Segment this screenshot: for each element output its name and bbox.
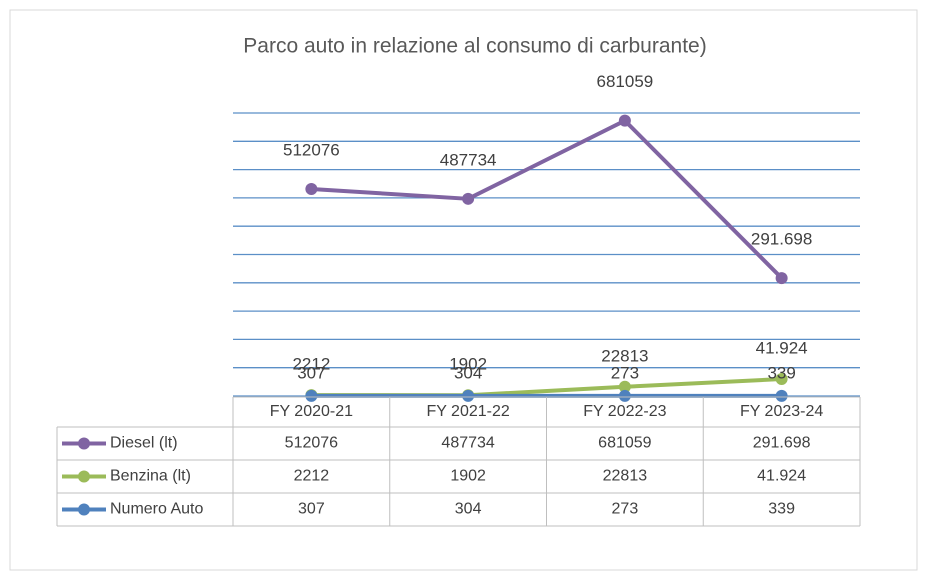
table-cell: 1902: [450, 468, 486, 485]
data-label: 487734: [440, 150, 497, 169]
legend-label: Benzina (lt): [110, 468, 191, 485]
x-tick-label: FY 2021-22: [426, 403, 509, 420]
data-point: [618, 114, 631, 127]
chart-title: Parco auto in relazione al consumo di ca…: [243, 35, 706, 58]
data-point: [618, 380, 631, 393]
data-label: 291.698: [751, 230, 812, 249]
x-tick-label: FY 2022-23: [583, 403, 666, 420]
data-label: 22813: [601, 346, 648, 365]
legend-key-marker: [78, 503, 90, 516]
table-cell: 22813: [603, 468, 648, 485]
table-cell: 2212: [294, 468, 330, 485]
data-label: 512076: [283, 140, 340, 159]
table-cell: 41.924: [757, 468, 806, 485]
data-point: [305, 182, 318, 195]
table-cell: 339: [768, 501, 795, 518]
data-label: 2212: [292, 355, 330, 374]
data-label: 304: [454, 363, 482, 382]
table-cell: 291.698: [753, 435, 811, 452]
legend-label: Diesel (lt): [110, 435, 178, 452]
data-label: 681059: [597, 72, 654, 91]
data-point: [305, 389, 318, 402]
legend-key-marker: [78, 470, 90, 483]
chart-frame: [9, 9, 918, 571]
x-tick-label: FY 2023-24: [740, 403, 823, 420]
series-line: [311, 118, 784, 280]
legend-label: Numero Auto: [110, 501, 203, 518]
data-label: 273: [611, 363, 639, 382]
table-cell: 307: [298, 501, 325, 518]
table-cell: 273: [612, 501, 639, 518]
data-point: [462, 192, 475, 205]
data-label: 1902: [449, 355, 487, 374]
table-cell: 487734: [441, 435, 494, 452]
table-cell: 304: [455, 501, 482, 518]
x-tick-label: FY 2020-21: [270, 403, 353, 420]
data-point: [775, 272, 788, 285]
data-point: [462, 389, 475, 402]
data-label: 339: [767, 363, 795, 382]
table-cell: 681059: [598, 435, 651, 452]
data-point: [618, 389, 631, 402]
data-point: [775, 389, 788, 402]
data-label: 41.924: [756, 339, 808, 358]
data-label: 307: [297, 363, 325, 382]
data-point: [775, 373, 788, 386]
table-cell: 512076: [285, 435, 338, 452]
legend-key-marker: [78, 437, 90, 450]
